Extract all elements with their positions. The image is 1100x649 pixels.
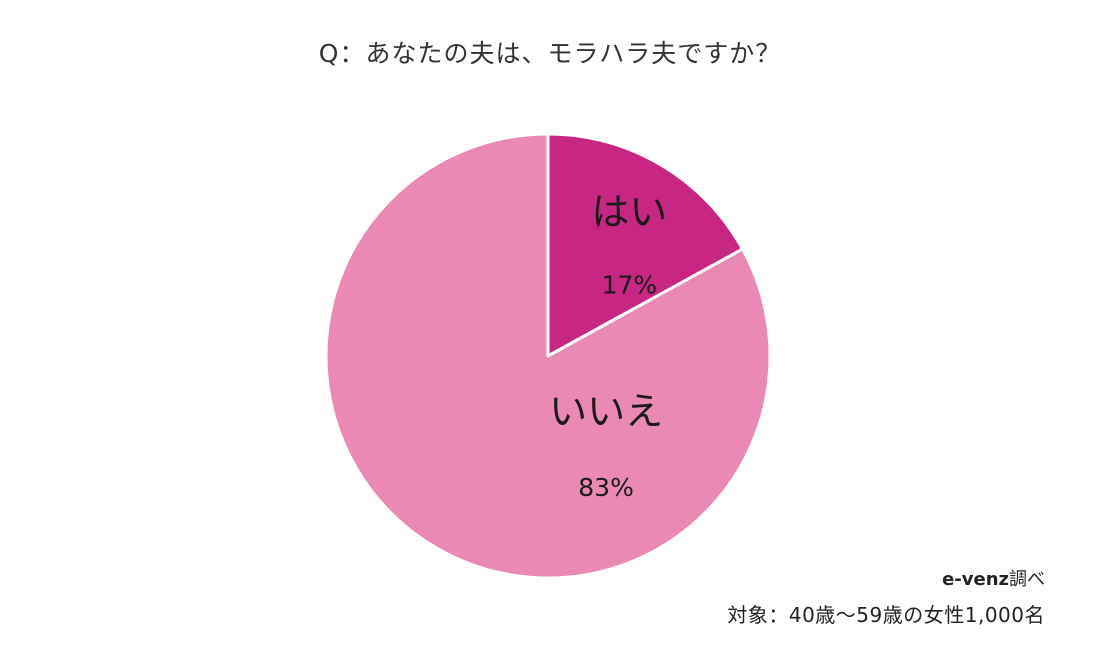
source-block: e-venz調べ 対象：40歳〜59歳の女性1,000名 (727, 566, 1045, 632)
chart-title: Q：あなたの夫は、モラハラ夫ですか？ (318, 39, 782, 68)
source-suffix: 調べ (1009, 569, 1045, 590)
slice-value-label-1: 17% (602, 270, 658, 299)
source-name: e-venz (942, 569, 1009, 590)
pie-slice-2 (324, 132, 772, 580)
pie-slice-1 (546, 132, 745, 358)
slice-category-label-1: はい (591, 190, 667, 234)
pie-labels: はい 17% いいえ 83% (549, 190, 667, 502)
survey-subject: 対象：40歳〜59歳の女性1,000名 (727, 603, 1045, 627)
slice-value-label-2: 83% (578, 473, 634, 502)
source-credit: e-venz調べ (727, 566, 1045, 594)
pie-slices (324, 132, 772, 580)
slice-category-label-2: いいえ (549, 390, 663, 434)
